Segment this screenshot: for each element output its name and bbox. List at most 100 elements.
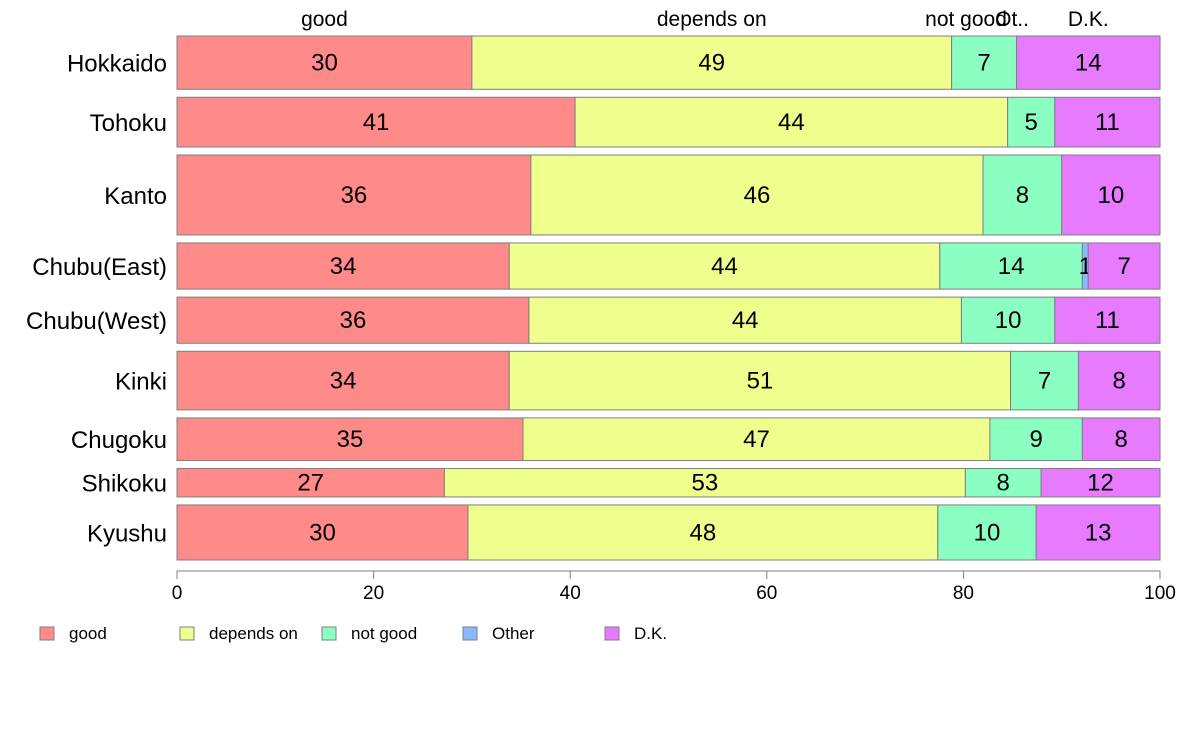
data-label: 44 — [778, 109, 805, 136]
bar-segment — [1010, 350, 1079, 411]
bar-row-kyushu: 30 48 10 13 — [176, 504, 1161, 561]
column-header-label: not good — [925, 8, 1007, 31]
data-label: 14 — [998, 253, 1025, 280]
data-label: 13 — [1085, 519, 1112, 546]
bar-segment — [1054, 96, 1161, 148]
data-label: 10 — [995, 307, 1022, 334]
bar-segment — [1035, 504, 1161, 561]
bar-segment — [176, 417, 524, 462]
bar-segment — [176, 350, 510, 411]
bar-segment — [471, 35, 953, 90]
data-label: 10 — [1097, 182, 1124, 209]
data-label: 48 — [690, 519, 717, 546]
bar-segment — [574, 96, 1009, 148]
bar-segment — [1054, 296, 1161, 344]
bar-segment — [960, 296, 1056, 344]
column-header-label: depends on — [657, 8, 767, 31]
bar-segment — [508, 242, 941, 290]
x-tick-label: 80 — [953, 583, 974, 604]
data-label: 12 — [1087, 470, 1114, 497]
bar-segment — [1007, 96, 1056, 148]
bar-segment — [176, 35, 473, 90]
bar-segment — [528, 296, 962, 344]
bar-segment — [1087, 242, 1161, 290]
bar-segment — [176, 468, 445, 498]
column-header-label: Ot.. — [995, 8, 1029, 31]
legend-swatch — [321, 626, 337, 641]
data-label: 8 — [1113, 368, 1126, 395]
data-label: 10 — [974, 519, 1001, 546]
bar-segment — [1081, 417, 1161, 462]
legend-swatch — [39, 626, 55, 641]
bar-segment — [964, 468, 1042, 498]
bar-segment — [951, 35, 1017, 90]
column-header-label: D.K. — [1068, 8, 1109, 31]
data-label: 30 — [311, 50, 338, 77]
legend-label: not good — [351, 624, 417, 643]
data-label: 11 — [1095, 109, 1120, 136]
data-label: 5 — [1025, 109, 1038, 136]
data-label: 8 — [997, 470, 1010, 497]
bar-row-chubu-east-: 34 44 14 1 7 — [176, 242, 1161, 290]
column-header-label: good — [301, 8, 348, 31]
bar-row-kanto: 36 46 8 10 — [176, 154, 1161, 236]
bar-segment — [176, 296, 530, 344]
bar-segment — [467, 504, 939, 561]
data-label: 11 — [1095, 307, 1120, 334]
data-label: 34 — [330, 253, 357, 280]
category-label: Kyushu — [87, 520, 167, 547]
x-tick-label: 100 — [1144, 583, 1176, 604]
data-label: 9 — [1029, 426, 1042, 453]
legend-swatch — [462, 626, 478, 641]
data-label: 47 — [743, 426, 770, 453]
data-label: 49 — [698, 50, 725, 77]
bar-segment — [1077, 350, 1161, 411]
data-label: 7 — [1038, 368, 1051, 395]
data-label: 14 — [1075, 50, 1102, 77]
bar-row-kinki: 34 51 7 8 — [176, 350, 1161, 411]
legend-label: depends on — [209, 624, 298, 643]
bar-segment — [1015, 35, 1161, 90]
bar-segment — [1061, 154, 1161, 236]
data-label: 44 — [732, 307, 759, 334]
bar-segment — [508, 350, 1012, 411]
data-label: 36 — [341, 182, 368, 209]
category-label: Chubu(West) — [26, 308, 167, 335]
data-label: 7 — [1117, 253, 1130, 280]
bar-segment — [530, 154, 984, 236]
legend-label: good — [69, 624, 107, 643]
legend-label: Other — [492, 624, 535, 643]
x-tick-label: 60 — [756, 583, 777, 604]
bar-segment — [176, 154, 532, 236]
bar-row-tohoku: 41 44 5 11 — [176, 96, 1161, 148]
bar-segment — [176, 504, 469, 561]
data-label: 44 — [711, 253, 738, 280]
bar-segment — [176, 96, 576, 148]
category-label: Tohoku — [90, 110, 167, 137]
category-label: Kinki — [115, 369, 167, 396]
data-label: 35 — [337, 426, 364, 453]
bar-segment — [937, 504, 1037, 561]
x-tick-label: 40 — [560, 583, 581, 604]
data-label: 41 — [363, 109, 390, 136]
bar-row-chugoku: 35 47 9 8 — [176, 417, 1161, 462]
data-label: 8 — [1016, 182, 1029, 209]
x-tick-label: 20 — [363, 583, 384, 604]
legend-swatch — [604, 626, 620, 641]
data-label: 7 — [977, 50, 990, 77]
bar-segment — [522, 417, 991, 462]
category-label: Chugoku — [71, 427, 167, 454]
data-label: 27 — [297, 470, 324, 497]
category-label: Kanto — [104, 183, 167, 210]
x-tick-label: 0 — [172, 583, 183, 604]
data-label: 36 — [340, 307, 367, 334]
data-label: 34 — [330, 368, 357, 395]
data-label: 8 — [1114, 426, 1127, 453]
data-label: 53 — [692, 470, 719, 497]
bar-row-shikoku: 27 53 8 12 — [176, 468, 1161, 498]
bar-row-hokkaido: 30 49 7 14 — [176, 35, 1161, 90]
data-label: 46 — [744, 182, 771, 209]
bar-segment — [176, 242, 510, 290]
